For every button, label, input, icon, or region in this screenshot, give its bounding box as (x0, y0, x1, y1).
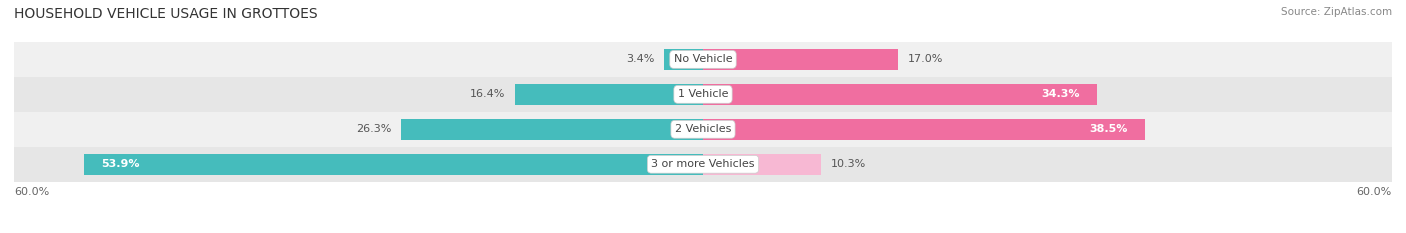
Text: Source: ZipAtlas.com: Source: ZipAtlas.com (1281, 7, 1392, 17)
Text: 3 or more Vehicles: 3 or more Vehicles (651, 159, 755, 169)
Bar (14, 112, 1392, 147)
Legend: Owner-occupied, Renter-occupied: Owner-occupied, Renter-occupied (581, 230, 825, 233)
Bar (14, 42, 1392, 77)
Text: 3.4%: 3.4% (627, 55, 655, 64)
Text: 26.3%: 26.3% (357, 124, 392, 134)
Text: 2 Vehicles: 2 Vehicles (675, 124, 731, 134)
Text: 10.3%: 10.3% (831, 159, 866, 169)
Bar (515, 84, 703, 105)
Bar (703, 49, 898, 70)
Text: 17.0%: 17.0% (907, 55, 943, 64)
Bar (703, 154, 821, 175)
Text: No Vehicle: No Vehicle (673, 55, 733, 64)
Text: 38.5%: 38.5% (1090, 124, 1128, 134)
Bar (14, 77, 1392, 112)
Bar (703, 119, 1144, 140)
Text: HOUSEHOLD VEHICLE USAGE IN GROTTOES: HOUSEHOLD VEHICLE USAGE IN GROTTOES (14, 7, 318, 21)
Bar (401, 119, 703, 140)
Bar (14, 147, 1392, 182)
Text: 1 Vehicle: 1 Vehicle (678, 89, 728, 99)
Bar (84, 154, 703, 175)
Bar (703, 84, 1097, 105)
Bar (664, 49, 703, 70)
Text: 60.0%: 60.0% (14, 187, 49, 197)
Text: 53.9%: 53.9% (101, 159, 139, 169)
Text: 16.4%: 16.4% (470, 89, 506, 99)
Text: 34.3%: 34.3% (1040, 89, 1080, 99)
Text: 60.0%: 60.0% (1357, 187, 1392, 197)
